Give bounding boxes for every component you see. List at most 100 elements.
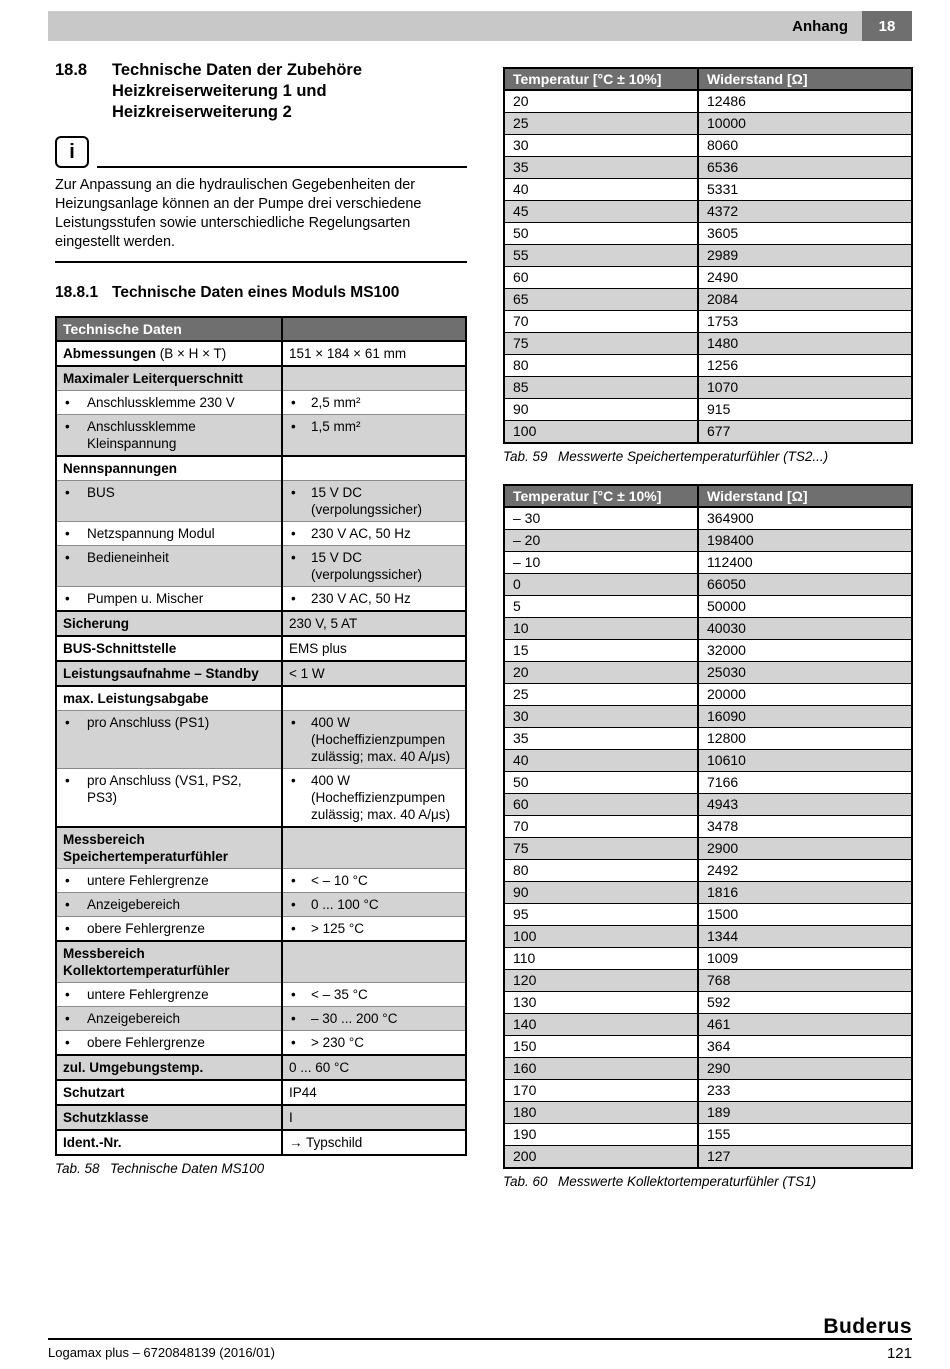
row-label: Nennspannungen: [63, 461, 177, 476]
resistance-cell: 1480: [697, 332, 913, 355]
bullet-glyph: •: [291, 987, 296, 1002]
resistance-cell: 12800: [697, 727, 913, 750]
table-row: 140 461: [503, 1013, 913, 1036]
table-row: 45 4372: [503, 200, 913, 223]
table-row: 170 233: [503, 1079, 913, 1102]
temperature-cell: – 10: [503, 551, 699, 574]
table-row: 40 5331: [503, 178, 913, 201]
table-row: 25 20000: [503, 683, 913, 706]
table-row: 90 1816: [503, 881, 913, 904]
temperature-cell: 90: [503, 398, 699, 421]
table-row: • BUS • 15 V DC (verpolungssicher): [55, 480, 467, 522]
table-cell: [281, 826, 467, 869]
resistance-cell: 233: [697, 1079, 913, 1102]
bullet-glyph: •: [291, 897, 296, 912]
table-cell: Maximaler Leiterquerschnitt: [55, 365, 283, 391]
row-value: 15 V DC (verpolungssicher): [311, 485, 423, 517]
row-value: I: [289, 1110, 293, 1125]
table-row: 100 1344: [503, 925, 913, 948]
table-cell: EMS plus: [281, 635, 467, 661]
table-cell: • 15 V DC (verpolungssicher): [281, 545, 467, 587]
row-value: < – 35 °C: [311, 987, 368, 1002]
table-cell: [281, 455, 467, 481]
table-row: 80 1256: [503, 354, 913, 377]
resistance-cell: 3478: [697, 815, 913, 838]
resistance-cell: 2084: [697, 288, 913, 311]
table-cell: 230 V, 5 AT: [281, 610, 467, 636]
row-label-suffix: (B × H × T): [156, 346, 227, 361]
page-number: 121: [886, 1345, 912, 1362]
subsection-number: 18.8.1: [55, 284, 99, 301]
temperature-cell: 25: [503, 112, 699, 135]
kollektortemperaturfuehler-table: Temperatur [°C ± 10%] Widerstand [Ω] – 3…: [503, 484, 913, 1169]
row-value: > 125 °C: [311, 921, 365, 936]
table-row: • pro Anschluss (PS1) • 400 W (Hocheffizien…: [55, 710, 467, 769]
table-row: 200 127: [503, 1145, 913, 1169]
table-row: • Pumpen u. Mischer • 230 V AC, 50 Hz: [55, 586, 467, 611]
temperature-cell: – 30: [503, 506, 699, 530]
row-value: 230 V, 5 AT: [289, 616, 358, 631]
table-caption: Tab. 58 Technische Daten MS100: [55, 1161, 467, 1176]
temperature-cell: 75: [503, 332, 699, 355]
table-cell: • untere Fehlergrenze: [55, 982, 283, 1007]
table-cell: • < – 10 °C: [281, 868, 467, 893]
divider: [48, 1338, 912, 1340]
resistance-cell: 2492: [697, 859, 913, 882]
row-value: 1,5 mm²: [311, 419, 361, 434]
table-row: • untere Fehlergrenze • < – 10 °C: [55, 868, 467, 893]
temperature-cell: 180: [503, 1101, 699, 1124]
table-row: Abmessungen (B × H × T) 151 × 184 × 61 mm: [55, 340, 467, 366]
resistance-cell: 5331: [697, 178, 913, 201]
table-cell: Abmessungen (B × H × T): [55, 340, 283, 366]
bullet-glyph: •: [65, 715, 70, 730]
table-row: 75 2900: [503, 837, 913, 860]
table-cell: • > 125 °C: [281, 916, 467, 941]
row-label: Sicherung: [63, 616, 130, 631]
brand-logo: Buderus: [823, 1315, 912, 1338]
resistance-cell: 189: [697, 1101, 913, 1124]
table-row: max. Leistungsabgabe: [55, 685, 467, 711]
table-cell: • – 30 ... 200 °C: [281, 1006, 467, 1031]
bullet-glyph: •: [65, 485, 70, 500]
temperature-cell: 80: [503, 859, 699, 882]
table-row: • Bedieneinheit • 15 V DC (verpolungssicher…: [55, 545, 467, 587]
temperature-cell: 75: [503, 837, 699, 860]
page-header: Anhang 18: [48, 11, 912, 41]
table-row: 70 3478: [503, 815, 913, 838]
table-row: 25 10000: [503, 112, 913, 135]
temperature-cell: 65: [503, 288, 699, 311]
resistance-cell: 1753: [697, 310, 913, 333]
row-label: Abmessungen: [63, 346, 157, 361]
table-cell: • obere Fehlergrenze: [55, 916, 283, 941]
temperature-cell: 130: [503, 991, 699, 1014]
resistance-cell: 40030: [697, 617, 913, 640]
resistance-cell: 1500: [697, 903, 913, 926]
row-value: < 1 W: [289, 666, 325, 681]
resistance-cell: 127: [697, 1145, 913, 1169]
row-label: untere Fehlergrenze: [87, 873, 209, 888]
temperature-cell: 60: [503, 793, 699, 816]
info-notice: i Zur Anpassung an die hydraulischen Geg…: [55, 136, 467, 263]
table-cell: • 400 W (Hocheffizienzpumpen zulässig; ma…: [281, 768, 467, 827]
table-row: 55 2989: [503, 244, 913, 267]
bullet-glyph: •: [291, 1035, 296, 1050]
temperature-cell: 55: [503, 244, 699, 267]
resistance-cell: 1070: [697, 376, 913, 399]
table-row: 70 1753: [503, 310, 913, 333]
header-section-label: Anhang: [792, 17, 848, 35]
table-row: 65 2084: [503, 288, 913, 311]
resistance-cell: 4943: [697, 793, 913, 816]
table-cell: • 230 V AC, 50 Hz: [281, 586, 467, 611]
temperature-cell: 20: [503, 661, 699, 684]
table-row: Ident.-Nr. → Typschild: [55, 1129, 467, 1156]
bullet-glyph: •: [291, 485, 296, 500]
table-row: 40 10610: [503, 749, 913, 772]
resistance-cell: 290: [697, 1057, 913, 1080]
left-column: 18.8 Technische Daten der Zubehöre Heizk…: [55, 60, 467, 1189]
bullet-glyph: •: [65, 921, 70, 936]
technical-data-table: Technische Daten Abmessungen (B × H × T)…: [55, 316, 467, 1156]
table-cell: Schutzklasse: [55, 1104, 283, 1130]
temperature-cell: 150: [503, 1035, 699, 1058]
resistance-cell: 768: [697, 969, 913, 992]
table-row: 110 1009: [503, 947, 913, 970]
